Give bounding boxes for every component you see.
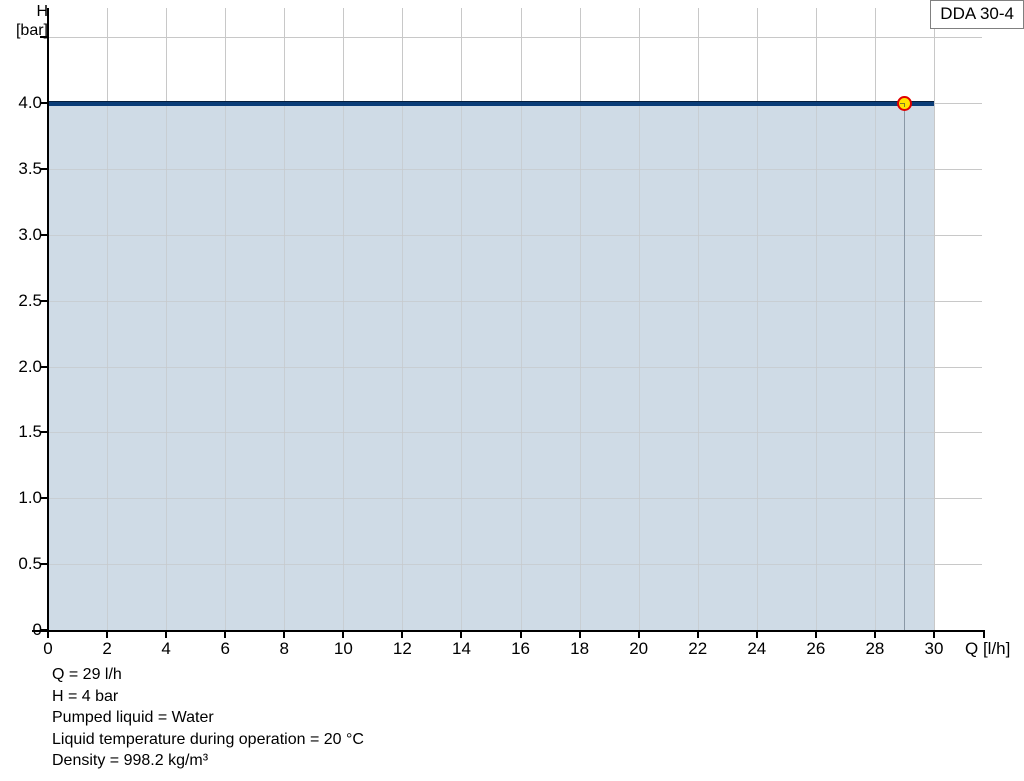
duty-point-crosshair-vertical	[903, 103, 906, 107]
y-axis-tick	[40, 36, 48, 39]
y-axis-tick	[40, 365, 48, 368]
x-axis-tick-label: 12	[392, 639, 412, 658]
gridline-vertical	[815, 103, 817, 630]
x-axis-tick-label: 22	[688, 639, 708, 658]
x-axis-tick-label: 26	[806, 639, 826, 658]
gridline-horizontal	[48, 432, 934, 434]
y-axis-title-line1: H	[36, 3, 48, 20]
y-axis-tick	[40, 167, 48, 170]
gridline-horizontal	[48, 366, 934, 368]
x-axis-tick-label: 10	[333, 639, 353, 658]
x-axis-tick	[165, 630, 168, 638]
x-axis-tick-label: 14	[451, 639, 471, 658]
y-axis-tick	[40, 497, 48, 500]
y-axis-line	[47, 8, 49, 631]
x-axis-tick-label: 4	[161, 639, 171, 658]
gridline-vertical	[166, 103, 168, 630]
operating-condition-line: Density = 998.2 kg/m³	[52, 752, 209, 769]
y-axis-tick-label: 1.0	[18, 488, 42, 508]
y-axis-title-line2: [bar]	[15, 22, 48, 39]
gridline-horizontal	[48, 498, 934, 500]
legend-label: DDA 30-4	[940, 4, 1014, 23]
gridline-vertical	[343, 103, 345, 630]
x-axis-tick-label: 24	[747, 639, 767, 658]
y-axis-tick-label: 0.5	[18, 554, 42, 574]
operating-condition-line: Pumped liquid = Water	[52, 709, 214, 726]
plot-area	[48, 8, 982, 630]
operating-condition-line: Liquid temperature during operation = 20…	[52, 730, 364, 748]
x-axis-tick-label: 2	[102, 639, 112, 658]
x-axis-tick-label: 20	[629, 639, 649, 658]
y-axis-tick-label: 1.5	[18, 422, 42, 442]
y-axis-tick	[40, 629, 48, 631]
y-axis-tick-label: 3.5	[18, 158, 42, 178]
duty-point-vertical-line	[904, 103, 906, 630]
legend-box[interactable]: DDA 30-4	[930, 0, 1024, 29]
operating-condition-line: Q = 29 l/h	[52, 666, 122, 683]
gridline-vertical	[934, 103, 935, 630]
gridline-horizontal	[48, 168, 934, 170]
x-axis-tick	[578, 630, 581, 638]
x-axis-tick	[401, 630, 404, 638]
y-axis-tick	[40, 102, 48, 104]
gridline-vertical	[638, 103, 640, 630]
y-axis-tick	[40, 299, 48, 302]
y-axis-tick-label: 4.0	[18, 93, 42, 112]
x-axis-tick	[342, 630, 345, 638]
x-axis-tick-label: 28	[865, 639, 885, 658]
duty-point-crosshair-horizontal	[900, 102, 905, 104]
x-axis-tick	[47, 630, 49, 638]
gridline-vertical	[520, 103, 522, 630]
gridline-vertical	[402, 103, 404, 630]
x-axis-tick	[224, 630, 227, 638]
gridline-horizontal	[48, 564, 934, 566]
x-axis-tick-label: 16	[511, 639, 530, 658]
y-axis-tick	[40, 563, 48, 566]
x-axis-line	[32, 630, 984, 632]
gridline-vertical	[756, 103, 758, 630]
y-axis-tick	[40, 233, 48, 236]
operating-envelope-area	[48, 103, 935, 630]
operating-conditions-block: Q = 29 l/h H = 4 bar Pumped liquid = Water…	[52, 664, 364, 772]
x-axis-end-tick	[983, 630, 985, 638]
gridline-horizontal	[48, 234, 934, 236]
y-axis-title: H [bar]	[4, 2, 48, 40]
gridline-vertical	[697, 103, 699, 630]
x-axis-tick	[755, 630, 758, 638]
gridline-horizontal	[48, 37, 982, 39]
operating-condition-line: H = 4 bar	[52, 687, 119, 705]
x-axis-tick	[873, 630, 876, 638]
x-axis-tick-label: 18	[570, 639, 590, 658]
gridline-vertical	[579, 103, 581, 630]
x-axis-tick	[696, 630, 699, 638]
x-axis-tick-label: 0	[43, 639, 53, 658]
x-axis-tick	[933, 630, 935, 638]
x-axis-tick	[460, 630, 463, 638]
y-axis-tick-label: 2.0	[18, 356, 42, 376]
gridline-vertical	[225, 103, 227, 630]
x-axis-tick-label: 8	[279, 639, 289, 658]
x-axis-tick-label: 6	[220, 639, 230, 658]
x-axis-tick	[106, 630, 109, 638]
x-axis-tick	[637, 630, 640, 638]
y-axis-tick-label: 3.0	[18, 224, 42, 244]
x-axis-tick-label: 30	[924, 639, 944, 658]
performance-curve-dda-30-4	[48, 101, 934, 106]
y-axis-tick-label: 2.5	[18, 290, 42, 310]
y-axis-tick-label: 0	[32, 620, 42, 639]
gridline-vertical	[284, 103, 286, 630]
x-axis-tick	[814, 630, 817, 638]
x-axis-title: Q [l/h]	[965, 639, 1011, 658]
y-axis-tick	[40, 431, 48, 434]
x-axis-tick	[519, 630, 522, 638]
gridline-horizontal	[48, 300, 934, 302]
gridline-vertical	[874, 103, 876, 630]
gridline-vertical	[461, 103, 463, 630]
x-axis-tick	[283, 630, 286, 638]
gridline-vertical	[107, 103, 109, 630]
